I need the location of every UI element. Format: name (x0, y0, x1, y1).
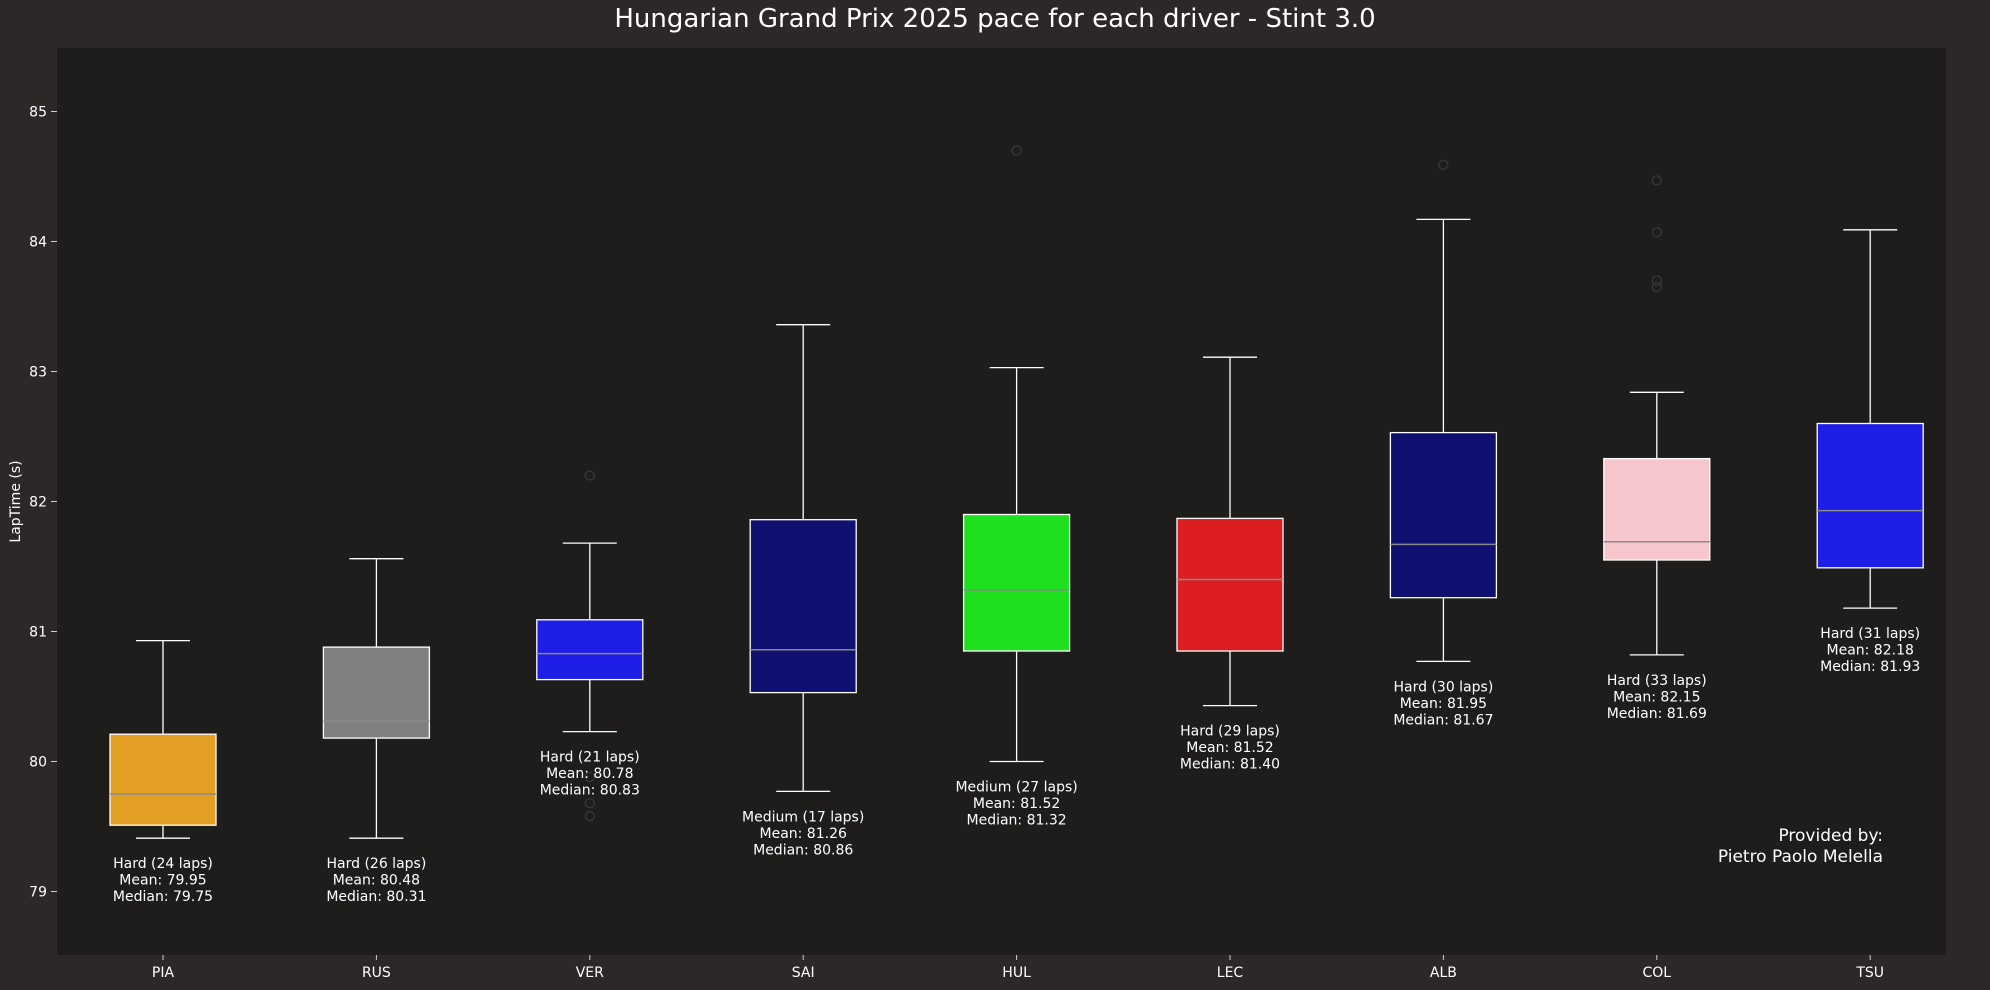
stats-label: Mean: 81.52 (1186, 740, 1273, 756)
stats-label: Median: 79.75 (113, 889, 213, 905)
stats-label: Mean: 80.78 (546, 766, 633, 782)
y-tick-label: 80 (29, 755, 47, 771)
stats-label: Mean: 81.26 (760, 826, 847, 842)
stats-label: Hard (31 laps) (1820, 626, 1920, 642)
x-tick-label: SAI (792, 965, 815, 981)
stats-label: Hard (29 laps) (1180, 724, 1280, 740)
outlier-point (584, 797, 595, 809)
outlier-point (584, 771, 595, 783)
annotation-provided-by: Provided by: (1778, 826, 1883, 846)
stats-label: Medium (27 laps) (955, 780, 1077, 796)
x-tick-label: HUL (1002, 965, 1031, 981)
stats-label: Mean: 79.95 (119, 873, 206, 889)
stats-label: Mean: 82.18 (1827, 643, 1914, 659)
stats-label: Median: 80.83 (540, 783, 640, 799)
y-tick-label: 81 (29, 625, 47, 641)
box-tsu (1816, 422, 1924, 569)
y-tick-label: 85 (29, 105, 47, 121)
x-tick-label: COL (1642, 965, 1671, 981)
box-pia (109, 733, 217, 826)
y-tick-label: 79 (29, 885, 47, 901)
outlier-point (584, 470, 595, 481)
stats-label: Median: 81.67 (1393, 712, 1493, 728)
outlier-point (1651, 281, 1662, 293)
x-tick-label: ALB (1430, 965, 1457, 981)
outlier-point (1651, 275, 1662, 286)
stats-label: Hard (33 laps) (1607, 673, 1707, 689)
y-axis-label: LapTime (s) (8, 460, 24, 542)
outlier-point (1011, 145, 1022, 156)
box-ver (536, 619, 644, 681)
stats-label: Mean: 80.48 (333, 873, 420, 889)
x-tick-label: TSU (1855, 965, 1884, 981)
box-col (1603, 457, 1711, 561)
stats-label: Mean: 82.15 (1613, 689, 1700, 705)
stats-label: Median: 80.86 (753, 842, 853, 858)
outlier-point (1438, 159, 1449, 170)
y-tick-label: 82 (29, 495, 47, 511)
stats-label: Median: 81.40 (1180, 757, 1280, 773)
box-lec (1176, 517, 1284, 652)
outlier-point (584, 810, 595, 822)
stats-label: Mean: 81.95 (1400, 696, 1487, 712)
x-tick-label: LEC (1217, 965, 1244, 981)
annotation-author: Pietro Paolo Melella (1718, 847, 1883, 867)
y-tick-label: 84 (29, 235, 47, 251)
box-hul (962, 513, 1071, 652)
chart-title: Hungarian Grand Prix 2025 pace for each … (614, 4, 1376, 34)
x-tick-label: RUS (362, 965, 391, 981)
stats-label: Hard (21 laps) (540, 750, 640, 766)
stats-label: Median: 81.32 (967, 813, 1067, 829)
box-rus (322, 646, 431, 739)
stats-label: Medium (17 laps) (742, 809, 864, 825)
stats-label: Median: 81.93 (1820, 659, 1920, 675)
box-alb (1389, 431, 1498, 599)
outlier-point (1651, 175, 1662, 186)
y-tick-label: 83 (29, 365, 47, 381)
stats-label: Hard (24 laps) (113, 856, 213, 872)
x-tick-label: VER (576, 965, 604, 981)
stats-label: Hard (26 laps) (327, 856, 427, 872)
box-sai (749, 519, 857, 694)
stats-label: Mean: 81.52 (973, 796, 1060, 812)
outlier-point (1651, 227, 1662, 238)
x-tick-label: PIA (152, 965, 175, 981)
stats-label: Hard (30 laps) (1394, 679, 1494, 695)
stats-label: Median: 81.69 (1607, 706, 1707, 722)
stats-label: Median: 80.31 (326, 889, 426, 905)
